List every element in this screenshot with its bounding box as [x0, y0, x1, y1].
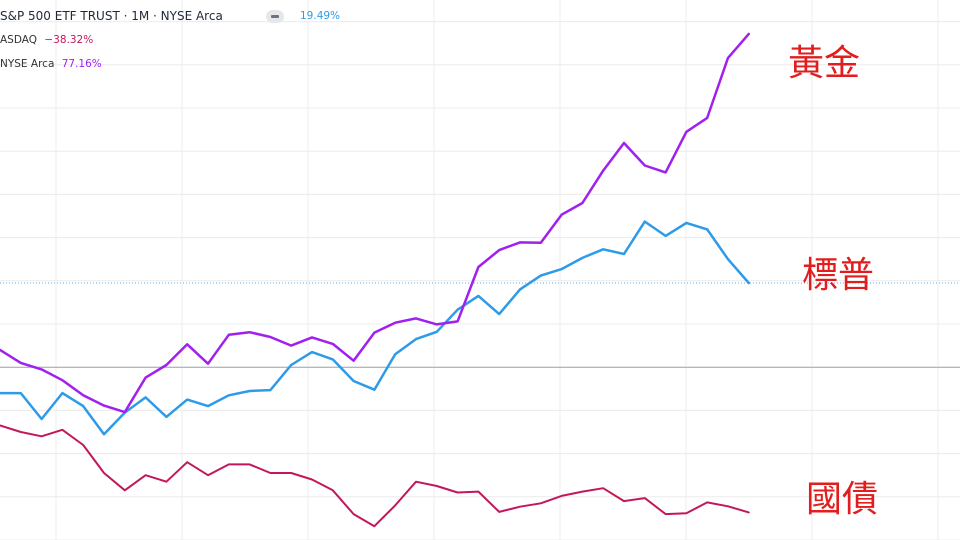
legend-series3-value: 77.16%	[61, 58, 102, 70]
legend-row-main: S&P 500 ETF TRUST · 1M · NYSE Arca	[0, 9, 223, 23]
series-line-gold	[0, 32, 751, 414]
legend-row-gold: NYSE Arca 77.16%	[0, 58, 102, 70]
legend-series2-label: ASDAQ	[0, 34, 38, 46]
legend-series3-label: NYSE Arca	[0, 58, 55, 70]
legend-series2-value: −38.32%	[44, 34, 94, 46]
annotation-spx: 標普	[802, 255, 875, 296]
legend-main-value: 19.49%	[300, 10, 341, 22]
legend-main-title: S&P 500 ETF TRUST · 1M · NYSE Arca	[0, 9, 223, 23]
annotation-bonds: 國債	[806, 479, 879, 520]
legend-collapse-icon[interactable]	[266, 10, 284, 23]
annotation-gold: 黃金	[788, 43, 861, 84]
legend-row-nasdaq: ASDAQ −38.32%	[0, 34, 93, 46]
series-line-bonds	[0, 424, 750, 528]
series-line-spx	[0, 220, 751, 436]
